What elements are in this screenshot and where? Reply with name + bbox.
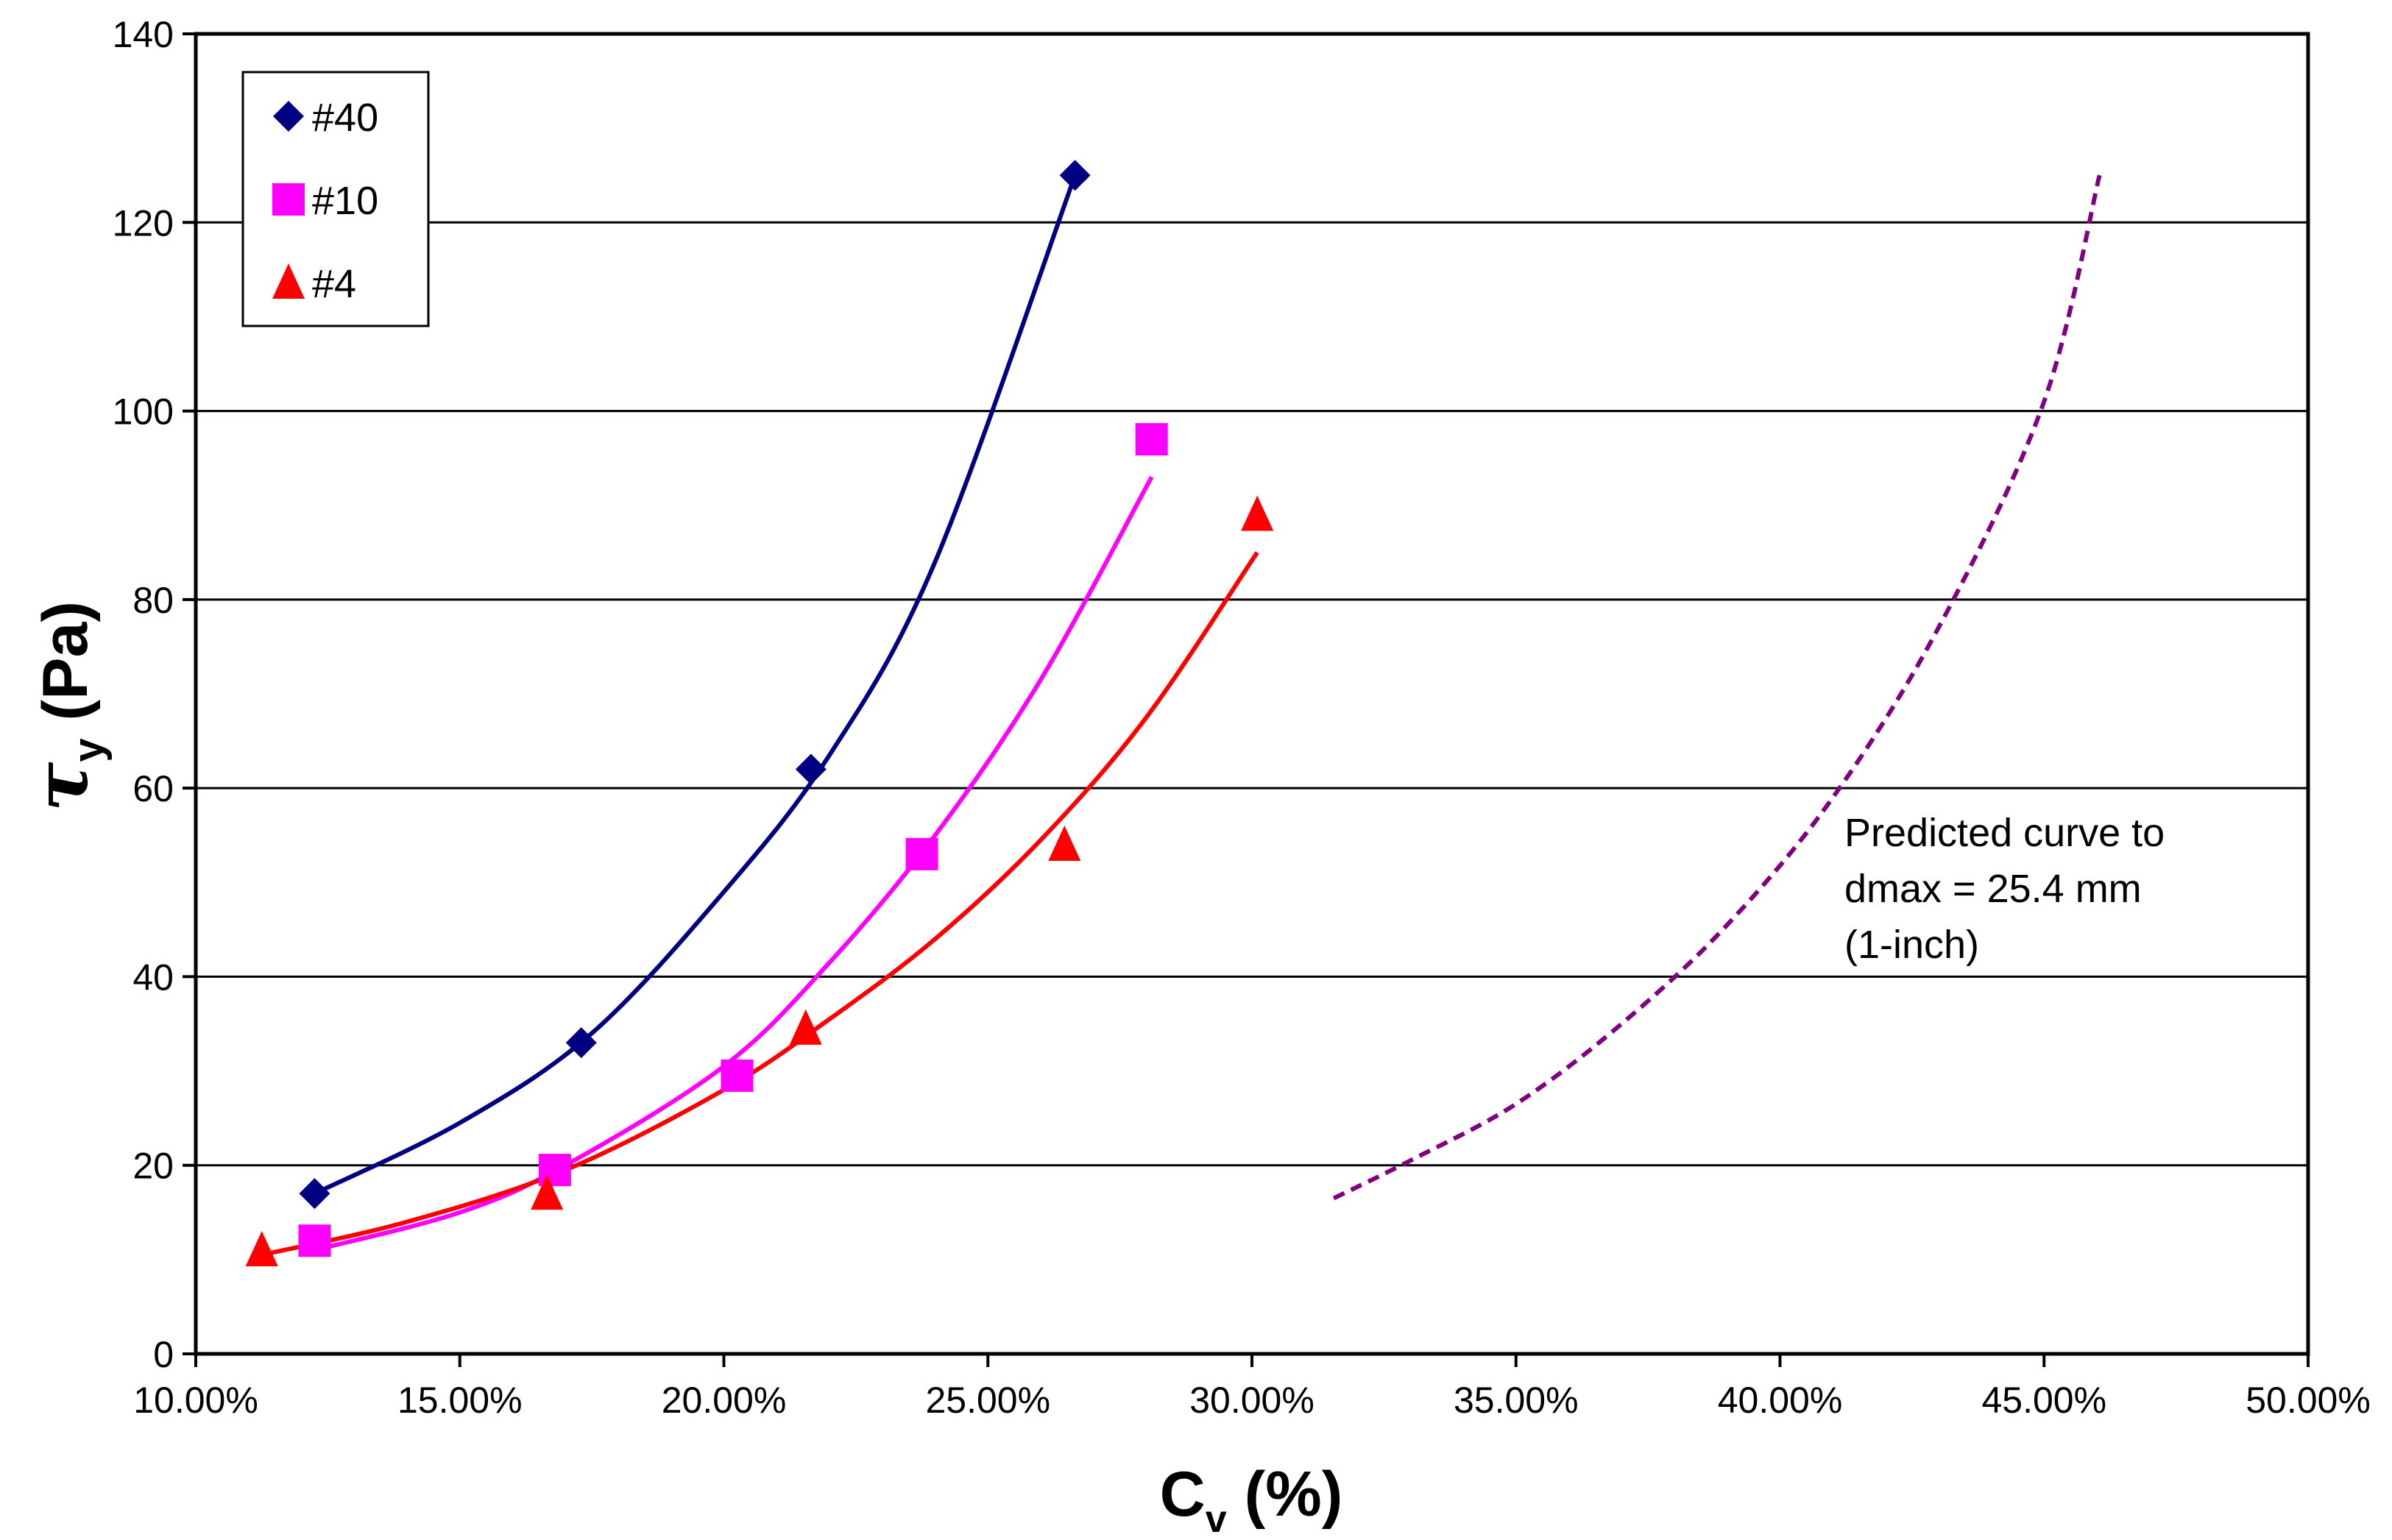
- y-axis-title-unit: (Pa): [30, 601, 101, 738]
- legend-label: #10: [312, 179, 378, 223]
- x-tick-label: 50.00%: [2246, 1380, 2371, 1421]
- x-axis-title: Cv (%): [1160, 1459, 1343, 1540]
- legend-label: #40: [312, 96, 378, 140]
- x-tick-label: 15.00%: [397, 1380, 523, 1421]
- fit-curves: [261, 174, 2102, 1257]
- data-point-4: [789, 1009, 822, 1045]
- y-tick-label: 20: [132, 1146, 174, 1187]
- annotation-line-3: (1-inch): [1844, 923, 1979, 967]
- x-tick-label: 30.00%: [1189, 1380, 1314, 1421]
- data-point-40: [795, 753, 827, 785]
- fit-curve-40: [314, 174, 1078, 1196]
- fit-curve-predicted-curve: [1332, 174, 2102, 1201]
- x-axis-title-unit: (%): [1227, 1459, 1343, 1530]
- fit-curve-4: [261, 551, 1259, 1257]
- y-axis-ticks: 0 20 40 60 80 100 120 140: [113, 14, 196, 1375]
- data-point-10: [1135, 423, 1168, 456]
- legend: #40 #10 #4: [241, 71, 430, 327]
- data-point-4: [245, 1231, 278, 1267]
- data-point-40: [565, 1027, 597, 1059]
- y-tick-label: 140: [113, 14, 174, 55]
- y-tick-label: 80: [132, 580, 174, 621]
- data-point-4: [1048, 826, 1081, 862]
- y-tick-label: 120: [113, 202, 174, 244]
- annotation-line-1: Predicted curve to: [1844, 811, 2165, 855]
- predicted-curve-annotation: Predicted curve to dmax = 25.4 mm (1-inc…: [1844, 811, 2176, 967]
- legend-marker-diamond: [273, 101, 304, 132]
- data-point-10: [721, 1059, 754, 1092]
- legend-marker-square: [272, 183, 305, 216]
- data-markers: [245, 160, 1274, 1267]
- data-point-10: [905, 837, 938, 870]
- y-axis-title: τy (Pa): [18, 601, 113, 812]
- x-tick-label: 45.00%: [1981, 1380, 2106, 1421]
- data-point-40: [299, 1178, 330, 1210]
- fit-curve-10: [314, 475, 1154, 1252]
- legend-items: #40 #10 #4: [272, 96, 378, 306]
- x-tick-label: 20.00%: [662, 1380, 787, 1421]
- data-point-4: [1241, 495, 1274, 531]
- legend-label: #4: [312, 262, 356, 306]
- x-tick-label: 40.00%: [1718, 1380, 1843, 1421]
- y-tick-label: 40: [132, 957, 174, 998]
- x-tick-label: 25.00%: [925, 1380, 1050, 1421]
- legend-marker-triangle: [272, 263, 305, 299]
- data-point-4: [531, 1174, 564, 1210]
- y-tick-label: 60: [132, 768, 174, 809]
- y-axis-title-subscript: y: [65, 738, 113, 762]
- x-axis-ticks: 10.00% 15.00% 20.00% 25.00% 30.00% 35.00% 40.0…: [133, 1354, 2371, 1421]
- y-tick-label: 100: [113, 391, 174, 433]
- data-point-10: [538, 1154, 571, 1187]
- data-point-40: [1059, 160, 1091, 191]
- x-axis-title-subscript: v: [1206, 1498, 1227, 1540]
- annotation-line-2: dmax = 25.4 mm: [1844, 867, 2142, 911]
- data-point-10: [298, 1224, 331, 1257]
- x-tick-label: 10.00%: [133, 1380, 258, 1421]
- y-tick-label: 0: [153, 1334, 174, 1375]
- x-tick-label: 35.00%: [1454, 1380, 1579, 1421]
